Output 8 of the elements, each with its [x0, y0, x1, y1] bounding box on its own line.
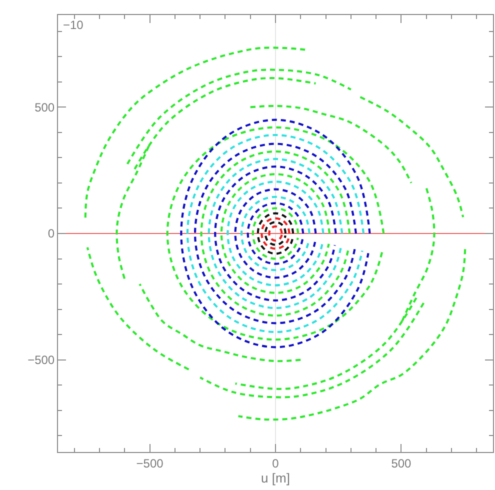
y-tick-label: −500 — [28, 353, 55, 367]
y-tick-label: 500 — [34, 100, 55, 114]
x-tick-label: 500 — [391, 456, 412, 470]
x-axis-title: u [m] — [261, 470, 290, 486]
x-tick-label: 0 — [272, 456, 280, 470]
y-tick-label: 0 — [48, 226, 55, 241]
x-tick-label: −500 — [136, 456, 164, 470]
annotation: −10 — [63, 18, 84, 32]
